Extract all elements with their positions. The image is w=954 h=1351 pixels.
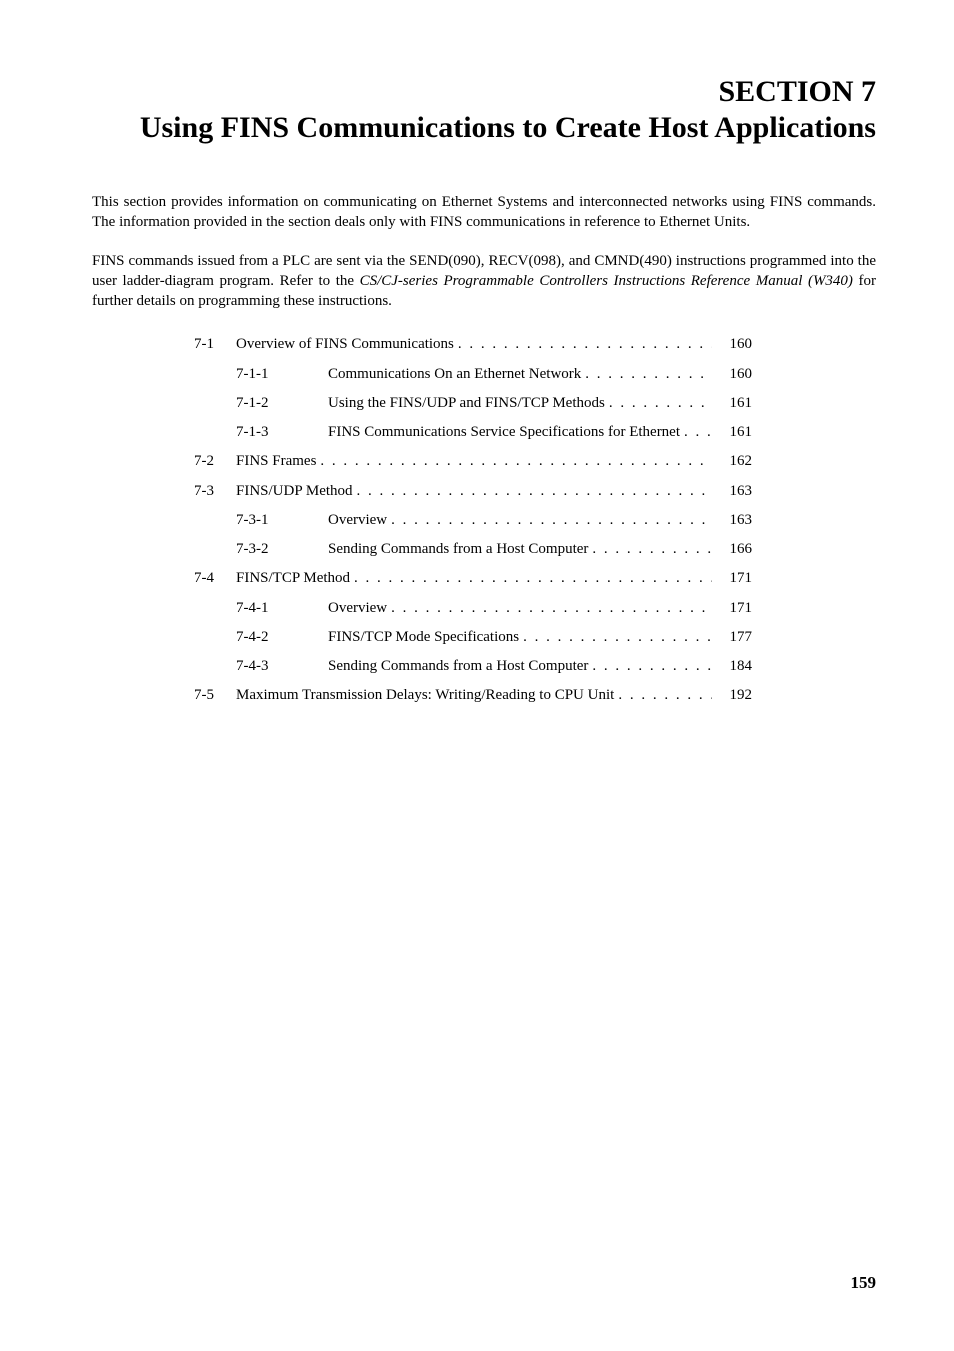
toc-entry-page: 163 [712,509,752,532]
toc-row: 7-4FINS/TCP Method 171 [194,567,752,590]
toc-entry-number: 7-1-3 [194,421,328,444]
toc-entry-text: FINS/UDP Method [236,480,353,503]
toc-dots [353,480,712,503]
toc-row: 7-4-2FINS/TCP Mode Specifications 177 [194,626,752,649]
toc-row: 7-5Maximum Transmission Delays: Writing/… [194,684,752,707]
toc-dots [387,509,712,532]
toc-dots [316,450,712,473]
toc-entry-number: 7-4-1 [194,597,328,620]
toc-entry-page: 160 [712,363,752,386]
toc-row: 7-4-1Overview 171 [194,597,752,620]
toc-dots [588,538,712,561]
toc-entry-number: 7-4-3 [194,655,328,678]
toc-dots [588,655,712,678]
toc-row: 7-1Overview of FINS Communications 160 [194,333,752,356]
toc-dots [605,392,712,415]
toc-entry-number: 7-1 [194,333,236,356]
toc-entry-number: 7-1-2 [194,392,328,415]
toc-entry-page: 177 [712,626,752,649]
toc-dots [350,567,712,590]
section-title: Using FINS Communications to Create Host… [92,110,876,146]
toc-entry-text: Overview [328,509,387,532]
toc-row: 7-1-1Communications On an Ethernet Netwo… [194,363,752,386]
intro-paragraph-2: FINS commands issued from a PLC are sent… [92,251,876,312]
toc-entry-number: 7-3-2 [194,538,328,561]
toc-dots [519,626,712,649]
toc-entry-page: 192 [712,684,752,707]
toc-entry-number: 7-4 [194,567,236,590]
toc-entry-page: 171 [712,567,752,590]
toc-entry-text: FINS/TCP Mode Specifications [328,626,519,649]
toc-row: 7-2FINS Frames 162 [194,450,752,473]
toc-entry-number: 7-5 [194,684,236,707]
toc-entry-number: 7-3-1 [194,509,328,532]
intro-paragraph-2-italic: CS/CJ-series Programmable Controllers In… [360,273,853,289]
table-of-contents: 7-1Overview of FINS Communications1607-1… [194,333,752,707]
toc-entry-page: 161 [712,421,752,444]
toc-row: 7-3FINS/UDP Method 163 [194,480,752,503]
toc-dots [680,421,712,444]
toc-entry-number: 7-2 [194,450,236,473]
toc-entry-text: FINS/TCP Method [236,567,350,590]
toc-entry-text: FINS Frames [236,450,316,473]
toc-entry-page: 166 [712,538,752,561]
toc-entry-number: 7-1-1 [194,363,328,386]
toc-entry-number: 7-3 [194,480,236,503]
toc-dots [387,597,712,620]
toc-dots [614,684,712,707]
intro-paragraph-1: This section provides information on com… [92,192,876,233]
toc-entry-page: 160 [712,333,752,356]
toc-entry-text: Sending Commands from a Host Computer [328,655,588,678]
toc-entry-page: 171 [712,597,752,620]
toc-entry-text: Maximum Transmission Delays: Writing/Rea… [236,684,614,707]
toc-dots [454,333,712,356]
toc-entry-text: Sending Commands from a Host Computer [328,538,588,561]
section-number: SECTION 7 [92,74,876,110]
page-number: 159 [851,1273,877,1293]
toc-entry-page: 163 [712,480,752,503]
toc-entry-text: FINS Communications Service Specificatio… [328,421,680,444]
toc-row: 7-3-1Overview 163 [194,509,752,532]
toc-entry-text: Overview of FINS Communications [236,333,454,356]
toc-entry-text: Overview [328,597,387,620]
toc-row: 7-3-2Sending Commands from a Host Comput… [194,538,752,561]
toc-row: 7-1-2Using the FINS/UDP and FINS/TCP Met… [194,392,752,415]
toc-entry-text: Using the FINS/UDP and FINS/TCP Methods [328,392,605,415]
toc-entry-page: 184 [712,655,752,678]
toc-entry-text: Communications On an Ethernet Network [328,363,581,386]
toc-entry-page: 161 [712,392,752,415]
toc-entry-page: 162 [712,450,752,473]
toc-row: 7-1-3FINS Communications Service Specifi… [194,421,752,444]
toc-row: 7-4-3Sending Commands from a Host Comput… [194,655,752,678]
toc-dots [581,363,712,386]
toc-entry-number: 7-4-2 [194,626,328,649]
